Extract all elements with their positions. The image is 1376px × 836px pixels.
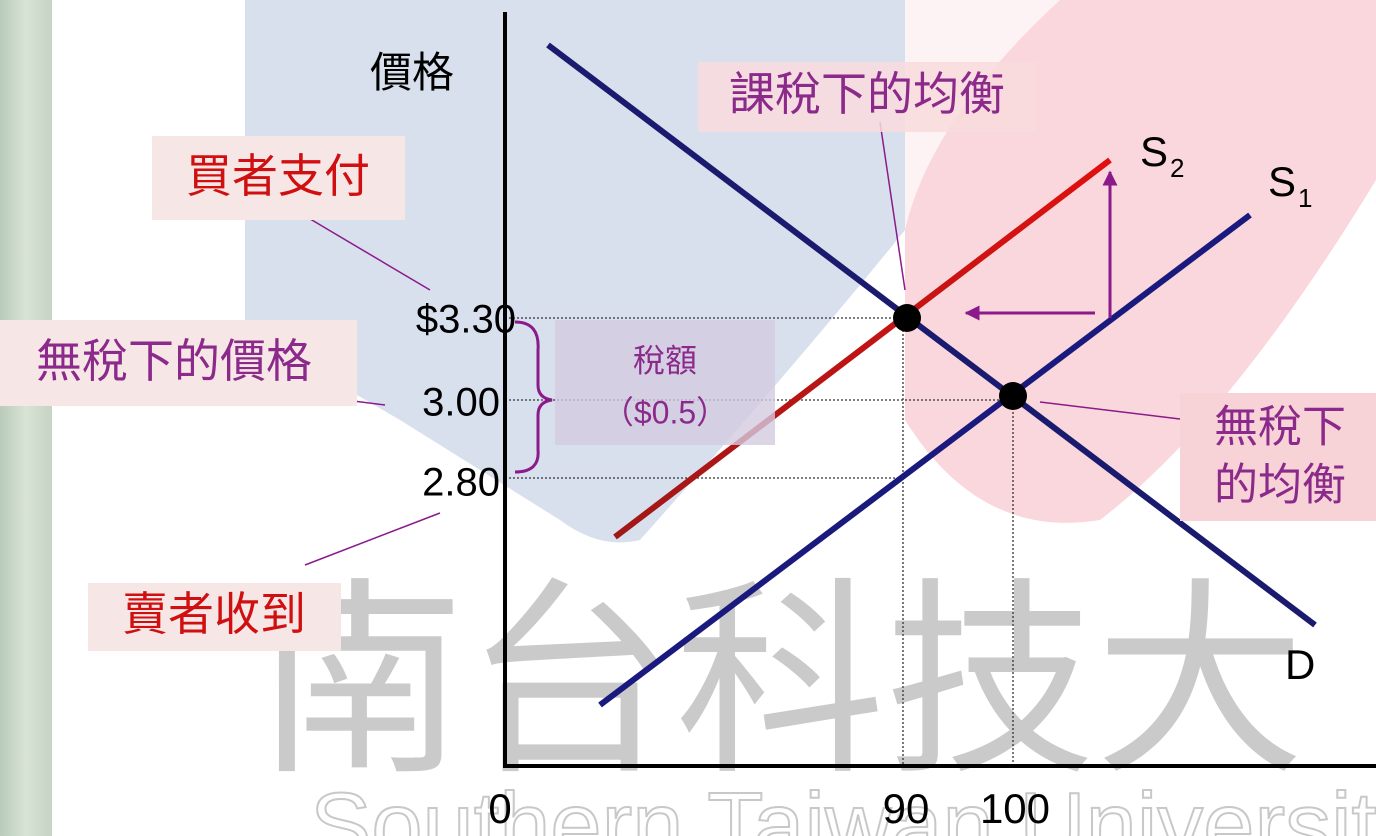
tax-brace <box>514 320 553 474</box>
untaxed-equilibrium-label: 無稅下 <box>1214 403 1346 452</box>
bg-cut <box>905 0 1060 230</box>
tax-title: 稅額 <box>633 342 697 378</box>
x-tick-label: 90 <box>883 785 930 832</box>
demand-label: D <box>1285 641 1315 688</box>
supply-2-subscript: 2 <box>1170 153 1184 183</box>
callout-box <box>1180 393 1376 521</box>
leader-lines <box>289 121 1189 566</box>
x-tick-label: 100 <box>980 785 1050 832</box>
y-tick-label: 3.00 <box>422 381 500 425</box>
watermark-english: Southern Taiwan University <box>310 774 1376 836</box>
callout-box <box>88 583 341 651</box>
side-strip <box>0 0 52 836</box>
taxed-equilibrium-point <box>893 304 921 332</box>
taxed-equilibrium-label: 課稅下的均衡 <box>729 68 1005 120</box>
supply-1-subscript: 1 <box>1298 183 1312 213</box>
price-without-tax-label: 無稅下的價格 <box>36 335 312 387</box>
tax-amount: （$0.5） <box>602 394 728 430</box>
supply-2-line <box>613 157 1112 540</box>
supply-1-line <box>598 212 1252 708</box>
untaxed-equilibrium-point <box>999 382 1027 410</box>
callout-box <box>698 62 1036 132</box>
buyers-pay-label: 買者支付 <box>186 150 370 202</box>
x-tick-label: 0 <box>488 785 511 832</box>
callout-box <box>0 320 357 406</box>
y-tick-label: $3.30 <box>416 298 516 342</box>
supply-1-label: S <box>1268 158 1296 205</box>
y-tick-label: 2.80 <box>422 461 500 505</box>
untaxed-equilibrium-label: 的均衡 <box>1214 461 1346 510</box>
demand-line <box>546 42 1317 628</box>
callout-box <box>152 136 405 220</box>
y-axis-label: 價格 <box>370 49 454 96</box>
supply-2-label: S <box>1140 128 1168 175</box>
sellers-receive-label: 賣者收到 <box>122 588 306 640</box>
watermark-calligraphy: 南台科技大 <box>255 560 1305 805</box>
tax-box <box>555 320 775 445</box>
